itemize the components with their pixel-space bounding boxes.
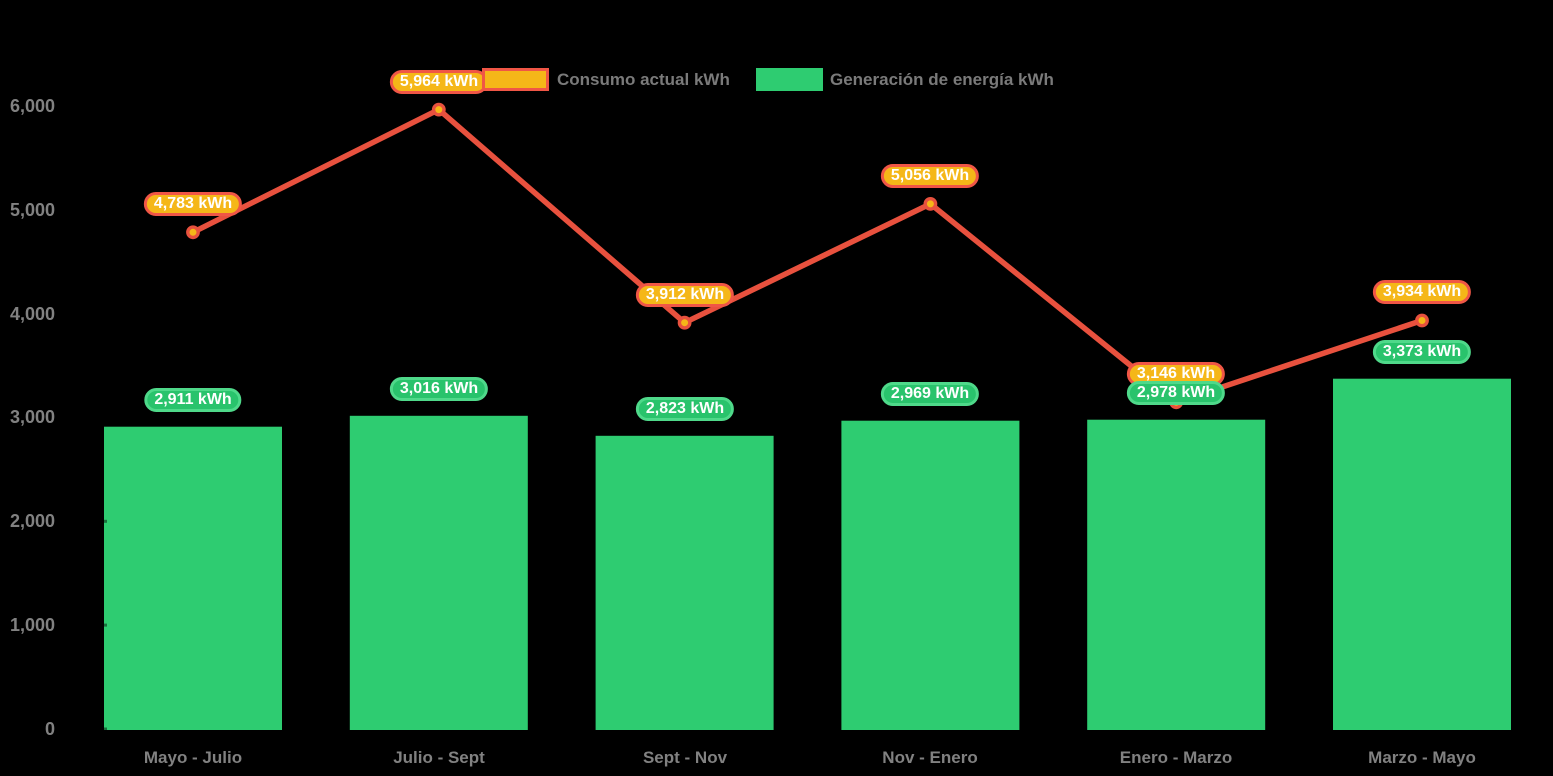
y-axis-label: 2,000 <box>9 511 55 531</box>
bar[interactable] <box>1333 378 1511 730</box>
x-axis-label: Enero - Marzo <box>1119 748 1233 767</box>
x-axis-label: Sept - Nov <box>642 748 728 767</box>
bar[interactable] <box>1087 419 1266 730</box>
generacion-value-badge: 3,373 kWh <box>1372 340 1472 364</box>
bar[interactable] <box>349 415 528 730</box>
axis-tick <box>98 623 107 627</box>
bar[interactable] <box>104 426 282 730</box>
axis-tick <box>98 312 107 316</box>
generacion-value-badge: 2,969 kWh <box>880 382 980 406</box>
x-axis-label: Julio - Sept <box>393 748 485 767</box>
consumo-value-badge: 5,964 kWh <box>389 70 489 94</box>
consumo-line <box>190 106 1425 406</box>
line-point[interactable] <box>186 225 200 240</box>
legend-swatch-generacion[interactable] <box>756 68 823 91</box>
x-axis-label: Marzo - Mayo <box>1368 748 1476 767</box>
line-point[interactable] <box>1415 313 1429 328</box>
y-axis-label: 1,000 <box>9 615 55 635</box>
y-axis-label: 5,000 <box>9 200 55 220</box>
generacion-value-badge: 2,911 kWh <box>144 388 242 412</box>
line-point[interactable] <box>431 102 446 117</box>
bar[interactable] <box>595 435 774 730</box>
x-axis-label: Mayo - Julio <box>143 748 243 767</box>
x-axis-label: Nov - Enero <box>882 748 978 767</box>
bar[interactable] <box>841 420 1020 730</box>
axis-tick <box>98 208 107 212</box>
line-point[interactable] <box>923 196 938 211</box>
consumo-value-badge: 5,056 kWh <box>880 164 980 188</box>
generacion-value-badge: 2,978 kWh <box>1126 381 1226 405</box>
legend-label-generacion[interactable]: Generación de energía kWh <box>830 70 1054 89</box>
generacion-value-badge: 2,823 kWh <box>635 397 735 421</box>
consumo-value-badge: 3,934 kWh <box>1372 280 1472 304</box>
axis-tick <box>98 104 107 108</box>
y-axis-label: 6,000 <box>9 96 55 116</box>
y-axis-label: 4,000 <box>9 304 55 324</box>
consumo-value-badge: 4,783 kWh <box>143 192 243 216</box>
consumo-value-badge: 3,912 kWh <box>635 283 735 307</box>
legend-label-consumo[interactable]: Consumo actual kWh <box>557 70 730 89</box>
axis-tick <box>98 415 107 419</box>
y-axis-label: 0 <box>44 719 55 739</box>
y-axis-label: 3,000 <box>9 407 55 427</box>
axis-tick <box>98 727 107 731</box>
line-point[interactable] <box>677 315 692 330</box>
axis-tick <box>98 519 107 523</box>
generacion-value-badge: 3,016 kWh <box>389 377 489 401</box>
legend-swatch-consumo[interactable] <box>482 68 549 91</box>
